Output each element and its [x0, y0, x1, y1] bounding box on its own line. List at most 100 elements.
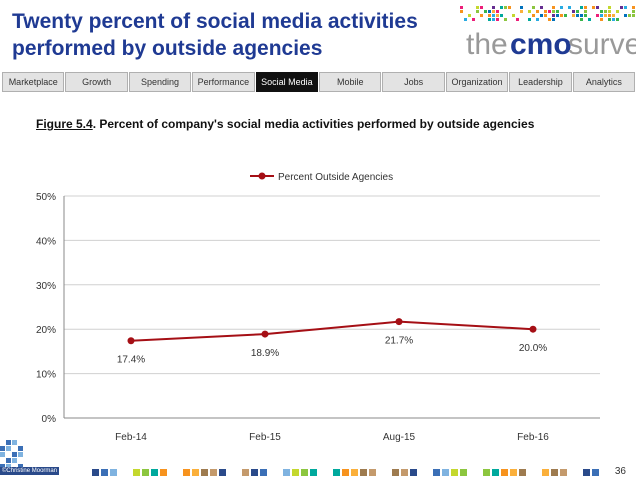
logo-dot [580, 14, 583, 17]
logo-dot [544, 10, 547, 13]
legend-marker [258, 172, 266, 180]
logo-dot [600, 18, 603, 21]
data-label: 20.0% [519, 343, 547, 354]
y-tick-label: 0% [42, 414, 57, 425]
strip-square [592, 469, 599, 476]
logo-dot [576, 10, 579, 13]
strip-square [542, 469, 549, 476]
tab-performance[interactable]: Performance [192, 72, 255, 92]
logo-dot [464, 18, 467, 21]
logo-dot [632, 6, 635, 9]
strip-square [333, 469, 340, 476]
logo-dot [608, 10, 611, 13]
tab-social-media[interactable]: Social Media [255, 72, 319, 92]
y-tick-label: 40% [36, 236, 56, 247]
data-point [395, 318, 403, 326]
logo-dot [484, 10, 487, 13]
tab-mobile[interactable]: Mobile [319, 72, 382, 92]
tab-growth[interactable]: Growth [65, 72, 128, 92]
strip-square [292, 469, 299, 476]
logo-dot [584, 14, 587, 17]
logo-dot [532, 6, 535, 9]
logo-dot [600, 10, 603, 13]
logo-dot [504, 6, 507, 9]
tab-jobs[interactable]: Jobs [382, 72, 445, 92]
strip-square [410, 469, 417, 476]
figure-number: Figure 5.4 [36, 117, 93, 131]
logo-dot [512, 14, 515, 17]
logo-dot [488, 18, 491, 21]
logo-dot [612, 18, 615, 21]
y-tick-label: 10% [36, 370, 56, 381]
strip-square [251, 469, 258, 476]
logo-dot [492, 18, 495, 21]
strip-square [519, 469, 526, 476]
logo-dot [536, 10, 539, 13]
logo-dot [468, 14, 471, 17]
x-tick-label: Aug-15 [383, 432, 416, 443]
strip-square [18, 446, 23, 451]
strip-square [12, 452, 17, 457]
strip-square [0, 464, 5, 469]
logo-dot [632, 10, 635, 13]
tab-spending[interactable]: Spending [128, 72, 192, 92]
logo-dot [540, 14, 543, 17]
logo-dot [460, 6, 463, 9]
strip-square [433, 469, 440, 476]
logo-dot [540, 6, 543, 9]
page-number: 36 [614, 466, 626, 477]
logo-dot [536, 18, 539, 21]
y-tick-label: 20% [36, 325, 56, 336]
logo-dot [588, 18, 591, 21]
logo-dot [576, 14, 579, 17]
logo-dot [544, 14, 547, 17]
logo-dot [528, 18, 531, 21]
logo-dot [560, 14, 563, 17]
logo-dot [564, 14, 567, 17]
tab-leadership[interactable]: Leadership [509, 72, 572, 92]
logo-dot [624, 6, 627, 9]
logo-dot [476, 10, 479, 13]
strip-square [183, 469, 190, 476]
strip-square [151, 469, 158, 476]
logo-dot [552, 14, 555, 17]
strip-square [142, 469, 149, 476]
strip-square [0, 452, 5, 457]
strip-square [460, 469, 467, 476]
logo-dot [608, 14, 611, 17]
strip-square [451, 469, 458, 476]
strip-square [342, 469, 349, 476]
page-title: Twenty percent of social media activitie… [12, 8, 452, 62]
strip-square [369, 469, 376, 476]
logo-dot [616, 10, 619, 13]
logo-dot [624, 14, 627, 17]
strip-square [401, 469, 408, 476]
data-point [261, 330, 269, 338]
tab-organization[interactable]: Organization [445, 72, 509, 92]
x-tick-label: Feb-16 [517, 432, 549, 443]
strip-square [6, 440, 11, 445]
strip-square [101, 469, 108, 476]
logo-dot [616, 18, 619, 21]
y-tick-label: 30% [36, 281, 56, 292]
logo-dot [520, 10, 523, 13]
decorative-color-strip [0, 440, 599, 476]
figure-caption: Figure 5.4. Percent of company's social … [36, 117, 534, 131]
strip-square [492, 469, 499, 476]
logo-dot [552, 18, 555, 21]
strip-square [501, 469, 508, 476]
strip-square [12, 440, 17, 445]
logo-dot [560, 6, 563, 9]
logo-dot [460, 10, 463, 13]
strip-square [18, 452, 23, 457]
logo-dot [604, 14, 607, 17]
x-tick-label: Feb-15 [249, 432, 281, 443]
tab-marketplace[interactable]: Marketplace [2, 72, 65, 92]
logo-dot [628, 14, 631, 17]
tab-analytics[interactable]: Analytics [572, 72, 636, 92]
strip-square [301, 469, 308, 476]
logo-cmo: cmo [510, 28, 572, 61]
strip-square [6, 458, 11, 463]
logo-dot [600, 14, 603, 17]
logo-dot [480, 14, 483, 17]
